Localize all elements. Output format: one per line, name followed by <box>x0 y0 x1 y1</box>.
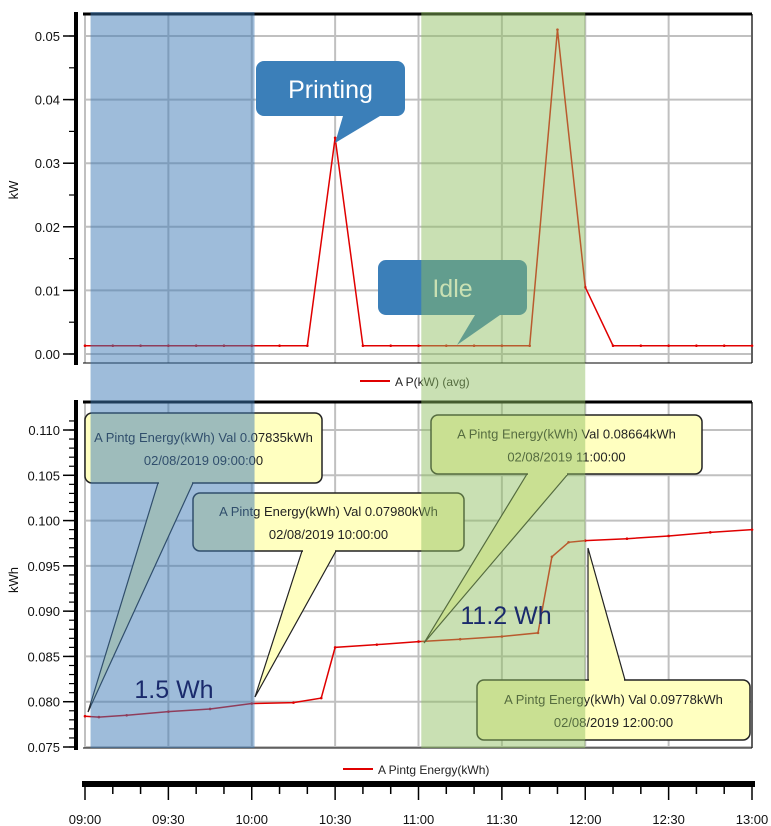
top-data-point <box>695 344 698 348</box>
bottom-data-point <box>333 646 337 649</box>
callout-value-text: A Pintg Energy(kWh) Val 0.07980kWh <box>219 504 438 519</box>
time-tick-label: 11:30 <box>486 812 518 826</box>
top-ytick-label: 0.04 <box>35 93 60 108</box>
time-tick-label: 11:00 <box>403 812 435 826</box>
top-data-point <box>556 28 559 31</box>
top-data-point <box>583 285 587 289</box>
callout-date-text: 02/08/2019 12:00:00 <box>554 715 673 730</box>
top-ytick-label: 0.01 <box>35 283 60 298</box>
bottom-data-point <box>319 696 323 700</box>
bottom-data-point <box>550 555 554 559</box>
bottom-data-point <box>417 640 420 643</box>
highlight-band <box>90 12 255 748</box>
top-data-point <box>278 344 281 348</box>
bottom-data-point <box>536 631 540 635</box>
bottom-ytick-label: 0.085 <box>27 649 60 664</box>
annotation-bubble <box>378 260 527 315</box>
top-data-point <box>306 344 309 348</box>
callout-value-text: A Pintg Energy(kWh) Val 0.08664kWh <box>457 427 676 442</box>
time-tick-label: 13:00 <box>736 812 769 826</box>
callout-joint <box>528 472 567 475</box>
top-data-point <box>472 344 476 348</box>
bottom-ytick-label: 0.105 <box>27 468 60 483</box>
top-data-point <box>722 344 726 348</box>
bottom-ytick-label: 0.095 <box>27 559 60 574</box>
top-data-point <box>361 344 365 348</box>
time-tick-label: 10:30 <box>319 812 352 826</box>
callout-date-text: 02/08/2019 11:00:00 <box>507 450 625 465</box>
time-tick-label: 09:00 <box>69 812 102 826</box>
bottom-y-axis-label: kWh <box>6 567 21 593</box>
bottom-ytick-label: 0.090 <box>27 604 60 619</box>
top-data-point <box>83 344 87 348</box>
bottom-data-point <box>583 539 587 542</box>
energy-label: 1.5 Wh <box>134 676 213 704</box>
time-tick-label: 10:00 <box>235 812 268 826</box>
top-y-axis-label: kW <box>6 180 21 200</box>
bottom-ytick-label: 0.080 <box>27 695 60 710</box>
time-tick-label: 09:30 <box>152 812 185 826</box>
bottom-data-point <box>292 701 295 704</box>
bottom-data-point <box>709 531 712 534</box>
annotation-pointer <box>335 116 380 143</box>
callout-value-text: A Pintg Energy(kWh) Val 0.09778kWh <box>504 692 723 707</box>
top-ytick-label: 0.00 <box>35 347 60 362</box>
bottom-data-point <box>500 635 504 638</box>
bottom-ytick-label: 0.100 <box>27 514 60 529</box>
callout-pointer <box>254 550 338 698</box>
bottom-data-point <box>667 534 670 538</box>
top-data-point <box>500 344 504 348</box>
bottom-legend-label: A Pintg Energy(kWh) <box>378 763 489 777</box>
bottom-data-point <box>625 537 629 540</box>
bottom-data-point <box>83 714 87 718</box>
bottom-ytick-label: 0.110 <box>28 423 60 438</box>
bottom-data-point <box>458 637 462 641</box>
top-data-point <box>667 344 670 348</box>
top-ytick-label: 0.02 <box>35 220 60 235</box>
callout-joint <box>303 549 335 552</box>
top-data-point <box>750 344 754 348</box>
annotation-pointer <box>457 315 500 345</box>
top-data-point <box>444 344 448 348</box>
top-ytick-label: 0.05 <box>35 29 60 44</box>
top-data-point <box>639 344 643 348</box>
time-tick-label: 12:30 <box>652 812 685 826</box>
top-data-point <box>333 136 337 140</box>
annotation-bubble <box>256 61 405 116</box>
callout-pointer <box>587 547 626 681</box>
top-ytick-label: 0.03 <box>35 156 60 171</box>
bottom-data-point <box>375 643 379 646</box>
bottom-ytick-label: 0.075 <box>27 740 60 755</box>
highlight-band <box>421 12 586 748</box>
annotation-text: Idle <box>432 275 472 303</box>
top-data-point <box>528 344 531 348</box>
top-legend-label: A P(kW) (avg) <box>395 375 470 389</box>
top-data-point <box>611 344 615 348</box>
annotation-text: Printing <box>288 76 373 104</box>
energy-label: 11.2 Wh <box>460 602 551 630</box>
time-tick-label: 12:00 <box>569 812 602 826</box>
top-data-point <box>417 344 420 348</box>
top-data-point <box>389 344 393 348</box>
callout-date-text: 02/08/2019 10:00:00 <box>269 527 388 542</box>
bottom-data-point <box>567 541 570 544</box>
bottom-data-point <box>750 528 754 531</box>
callout-joint <box>589 679 624 682</box>
